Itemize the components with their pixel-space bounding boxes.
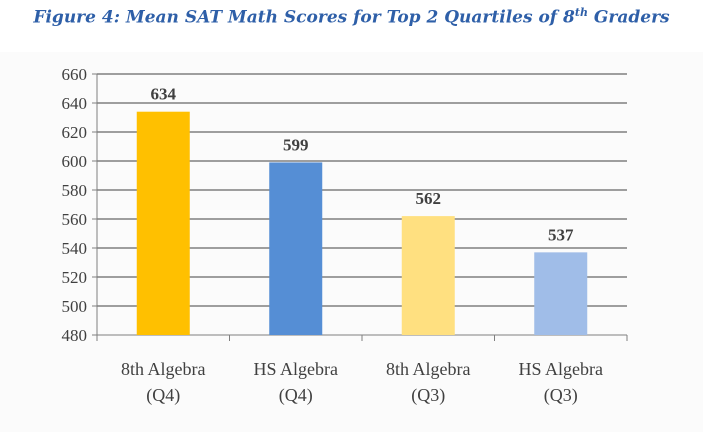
y-tick-label: 480 [62, 326, 88, 345]
bar [269, 162, 323, 335]
bar-chart: 480 500 520 540 560 580 600 620 640 660 634 8th Alg… [62, 65, 628, 406]
y-tick-label: 620 [62, 123, 88, 142]
y-tick-label: 660 [62, 65, 88, 84]
category-label-line2: (Q4) [146, 385, 180, 406]
y-tick-label: 500 [62, 297, 88, 316]
data-label: 537 [548, 225, 574, 244]
y-tick-label: 640 [62, 94, 88, 113]
y-tick-label: 520 [62, 268, 88, 287]
category-label-line1: 8th Algebra [386, 359, 470, 379]
chart-title-superscript: th [574, 6, 588, 19]
chart-title-main: Figure 4: Mean SAT Math Scores for Top 2… [33, 7, 575, 28]
y-tick-label: 580 [62, 181, 88, 200]
data-label: 562 [416, 189, 442, 208]
category-label-line2: (Q4) [279, 385, 313, 406]
labels: 480 500 520 540 560 580 600 620 640 660 634 8th Alg… [62, 65, 604, 406]
category-label-line1: 8th Algebra [121, 359, 205, 379]
category-label-line1: HS Algebra [519, 359, 604, 379]
chart-title: Figure 4: Mean SAT Math Scores for Top 2… [0, 6, 703, 28]
y-tick-label: 540 [62, 239, 88, 258]
data-label: 599 [283, 135, 309, 154]
bar [136, 111, 190, 335]
category-label-line1: HS Algebra [254, 359, 339, 379]
y-tick-label: 600 [62, 152, 88, 171]
y-tick-label: 560 [62, 210, 88, 229]
category-label-line2: (Q3) [544, 385, 578, 406]
axes [92, 73, 628, 341]
data-label: 634 [151, 85, 177, 104]
bar [401, 216, 455, 335]
bars [136, 111, 588, 335]
chart-area: 480 500 520 540 560 580 600 620 640 660 634 8th Alg… [0, 52, 703, 432]
chart-title-end: Graders [587, 7, 670, 28]
bar [534, 252, 588, 335]
category-label-line2: (Q3) [411, 385, 445, 406]
